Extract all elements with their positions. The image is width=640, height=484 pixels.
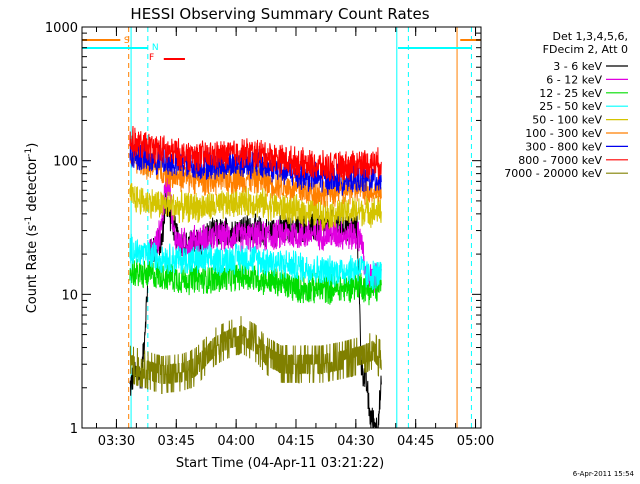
x-tick-label: 04:45 (397, 434, 434, 449)
y-axis-label: Count Rate (s-1 detector-1) (24, 143, 40, 314)
flare-label: F (149, 53, 154, 63)
legend-entry-label: 3 - 6 keV (553, 60, 602, 73)
y-tick-label: 1 (70, 422, 78, 437)
axes: 1 10 100 1000 03:30 03:45 04:00 04:15 04:30 04:45… (45, 21, 494, 449)
x-tick-label: 04:15 (277, 434, 314, 449)
x-tick-label: 03:30 (98, 434, 135, 449)
y-tick-label: 10 (61, 288, 78, 303)
legend-entry-label: 12 - 25 keV (539, 87, 602, 100)
saa-label: S (124, 36, 130, 46)
chart-title: HESSI Observing Summary Count Rates (130, 5, 429, 23)
series-6-12-kevtrace (149, 171, 382, 293)
data-series (129, 125, 382, 429)
series-50-100-kevtrace (129, 183, 382, 231)
x-tick-label: 03:45 (158, 434, 195, 449)
legend-entry-label: 300 - 800 keV (525, 140, 602, 153)
x-tick-label: 04:00 (217, 434, 254, 449)
legend-entry-label: 100 - 300 keV (525, 127, 602, 140)
y-tick-label: 1000 (45, 21, 78, 36)
legend-entry-label: 7000 - 20000 keV (504, 167, 602, 180)
observation-bands (82, 27, 481, 428)
plot-frame (81, 26, 482, 429)
series-7000-20000-kevtrace (129, 316, 382, 394)
legend-entry-label: 25 - 50 keV (539, 100, 602, 113)
legend-header-1: Det 1,3,4,5,6, (552, 30, 628, 43)
x-tick-label: 05:00 (457, 434, 494, 449)
legend-entry-label: 50 - 100 keV (532, 114, 602, 127)
x-axis-label: Start Time (04-Apr-11 03:21:22) (176, 456, 384, 471)
night-label: N (152, 43, 159, 53)
y-tick-label: 100 (53, 155, 78, 170)
legend: Det 1,3,4,5,6, FDecim 2, Att 0 3 - 6 keV… (504, 30, 628, 180)
marker-labels: S NF (124, 36, 159, 63)
x-tick-label: 04:30 (337, 434, 374, 449)
series-300-800-kevtrace (129, 141, 382, 196)
legend-entry-label: 800 - 7000 keV (518, 154, 602, 167)
legend-header-2: FDecim 2, Att 0 (543, 43, 628, 56)
series-800-7000-kevtrace (129, 125, 382, 182)
generation-date: 6-Apr-2011 15:54 (572, 470, 634, 478)
series-25-50-kevtrace (129, 233, 382, 291)
legend-entry-label: 6 - 12 keV (546, 73, 602, 86)
